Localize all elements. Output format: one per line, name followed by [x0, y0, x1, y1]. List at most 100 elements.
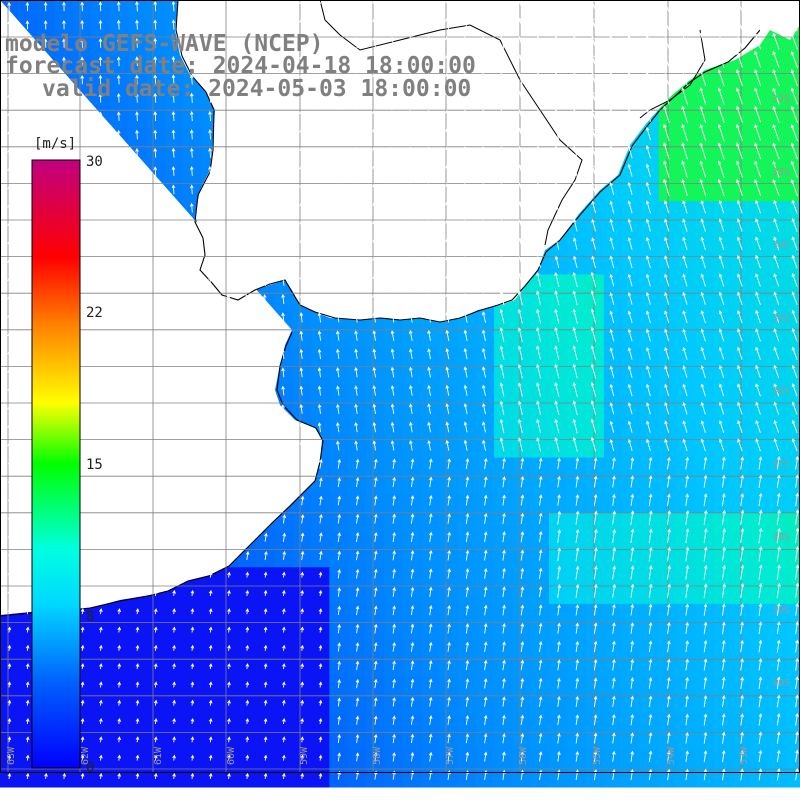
wind-arrow	[300, 663, 305, 670]
wind-arrow	[153, 313, 158, 323]
wind-arrow	[685, 546, 690, 562]
wind-arrow	[722, 639, 726, 653]
wind-arrow	[758, 509, 763, 525]
wind-arrow	[536, 382, 542, 397]
wind-arrow	[538, 567, 543, 579]
wind-arrow	[300, 772, 305, 779]
wind-arrow	[772, 105, 780, 123]
field-cell	[786, 439, 800, 459]
wind-arrow	[575, 494, 580, 506]
wind-arrow	[721, 456, 726, 470]
wind-arrow	[645, 145, 651, 159]
wind-arrow	[282, 495, 287, 506]
wind-arrow	[554, 72, 560, 86]
wind-arrow	[737, 291, 743, 305]
wind-arrow	[428, 549, 433, 561]
wind-arrow	[226, 312, 231, 323]
wind-arrow	[318, 589, 323, 596]
wind-arrow	[317, 257, 322, 268]
wind-arrow	[481, 109, 486, 122]
wind-arrow	[465, 513, 470, 524]
wind-arrow	[153, 166, 158, 176]
wind-arrow	[335, 110, 340, 122]
wind-arrow	[135, 239, 139, 250]
wind-arrow	[465, 604, 470, 616]
wind-arrow	[445, 366, 450, 378]
wind-arrow	[25, 368, 30, 377]
wind-arrow	[355, 495, 360, 506]
wind-arrow	[721, 509, 726, 525]
wind-arrow	[667, 583, 671, 598]
wind-arrow	[355, 587, 360, 597]
wind-arrow	[736, 123, 743, 142]
wind-arrow	[354, 403, 358, 414]
wind-arrow	[518, 35, 523, 49]
wind-arrow	[795, 474, 799, 488]
wind-arrow	[244, 312, 249, 323]
wind-arrow	[518, 127, 523, 141]
wind-arrow	[172, 717, 176, 725]
wind-arrow	[536, 400, 542, 416]
wind-arrow	[98, 38, 103, 48]
wind-arrow	[337, 734, 341, 744]
wind-arrow	[189, 349, 194, 359]
wind-arrow	[245, 571, 250, 578]
wind-arrow	[208, 220, 212, 231]
wind-arrow	[98, 441, 103, 451]
wind-arrow	[25, 93, 30, 103]
wind-arrow	[499, 363, 505, 379]
wind-arrow	[645, 328, 651, 342]
wind-arrow	[773, 291, 780, 305]
wind-arrow	[317, 238, 322, 250]
wind-arrow	[590, 271, 597, 288]
wind-arrow	[427, 109, 431, 122]
wind-arrow	[281, 128, 285, 140]
wind-arrow	[408, 329, 413, 341]
wind-arrow	[209, 514, 213, 524]
wind-arrow	[153, 37, 158, 48]
wind-arrow	[62, 38, 66, 48]
wind-arrow	[190, 754, 195, 761]
wind-arrow	[609, 328, 615, 342]
wind-arrow	[43, 20, 48, 30]
longitude-label: 59W	[299, 746, 310, 765]
wind-arrow	[645, 181, 651, 196]
wind-arrow	[700, 346, 706, 360]
wind-arrow	[447, 696, 451, 707]
wind-arrow	[7, 222, 11, 231]
wind-arrow	[390, 311, 395, 323]
wind-arrow	[318, 681, 323, 688]
wind-arrow	[208, 422, 212, 432]
wind-arrow	[590, 345, 597, 361]
wind-arrow	[189, 110, 194, 122]
wind-arrow	[465, 586, 470, 598]
wind-arrow	[609, 17, 615, 31]
wind-arrow	[282, 681, 286, 688]
wind-arrow	[682, 365, 688, 378]
wind-arrow	[80, 1, 84, 12]
wind-arrow	[153, 644, 158, 651]
wind-arrow	[499, 17, 505, 31]
wind-arrow	[153, 202, 158, 213]
wind-arrow	[98, 313, 103, 323]
wind-arrow	[754, 105, 762, 123]
wind-arrow	[703, 768, 708, 781]
wind-arrow	[428, 623, 433, 634]
wind-arrow	[135, 717, 140, 725]
wind-arrow	[337, 678, 341, 689]
wind-arrow	[667, 493, 671, 506]
wind-arrow	[740, 731, 744, 744]
wind-arrow	[226, 275, 231, 286]
wind-arrow	[99, 571, 103, 578]
wind-arrow	[337, 623, 342, 634]
wind-arrow	[465, 641, 470, 652]
wind-arrow	[390, 385, 395, 396]
wind-arrow	[699, 178, 707, 197]
wind-arrow	[43, 148, 48, 158]
wind-arrow	[682, 236, 688, 251]
wind-arrow	[282, 644, 286, 651]
wind-arrow	[372, 440, 377, 451]
wind-arrow	[427, 403, 431, 415]
wind-arrow	[300, 459, 305, 469]
wind-arrow	[372, 385, 377, 396]
